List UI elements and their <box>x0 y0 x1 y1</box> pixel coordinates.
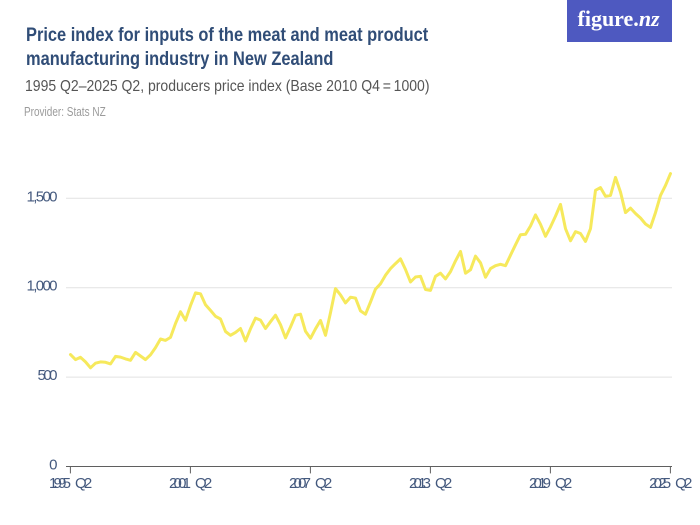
svg-text:Q2: Q2 <box>315 475 332 492</box>
svg-text:500: 500 <box>38 367 58 384</box>
svg-text:2007: 2007 <box>289 475 311 492</box>
svg-text:Q2: Q2 <box>75 475 92 492</box>
svg-text:Q2: Q2 <box>675 475 692 492</box>
svg-text:2025: 2025 <box>649 475 671 492</box>
svg-text:Q2: Q2 <box>195 475 212 492</box>
svg-text:Q2: Q2 <box>555 475 572 492</box>
svg-text:1995: 1995 <box>49 475 71 492</box>
svg-text:1,500: 1,500 <box>27 188 58 205</box>
svg-text:2019: 2019 <box>529 475 551 492</box>
svg-text:2013: 2013 <box>409 475 431 492</box>
svg-text:1,000: 1,000 <box>27 278 58 295</box>
svg-text:Q2: Q2 <box>435 475 452 492</box>
svg-text:2001: 2001 <box>169 475 191 492</box>
svg-text:0: 0 <box>49 457 57 474</box>
